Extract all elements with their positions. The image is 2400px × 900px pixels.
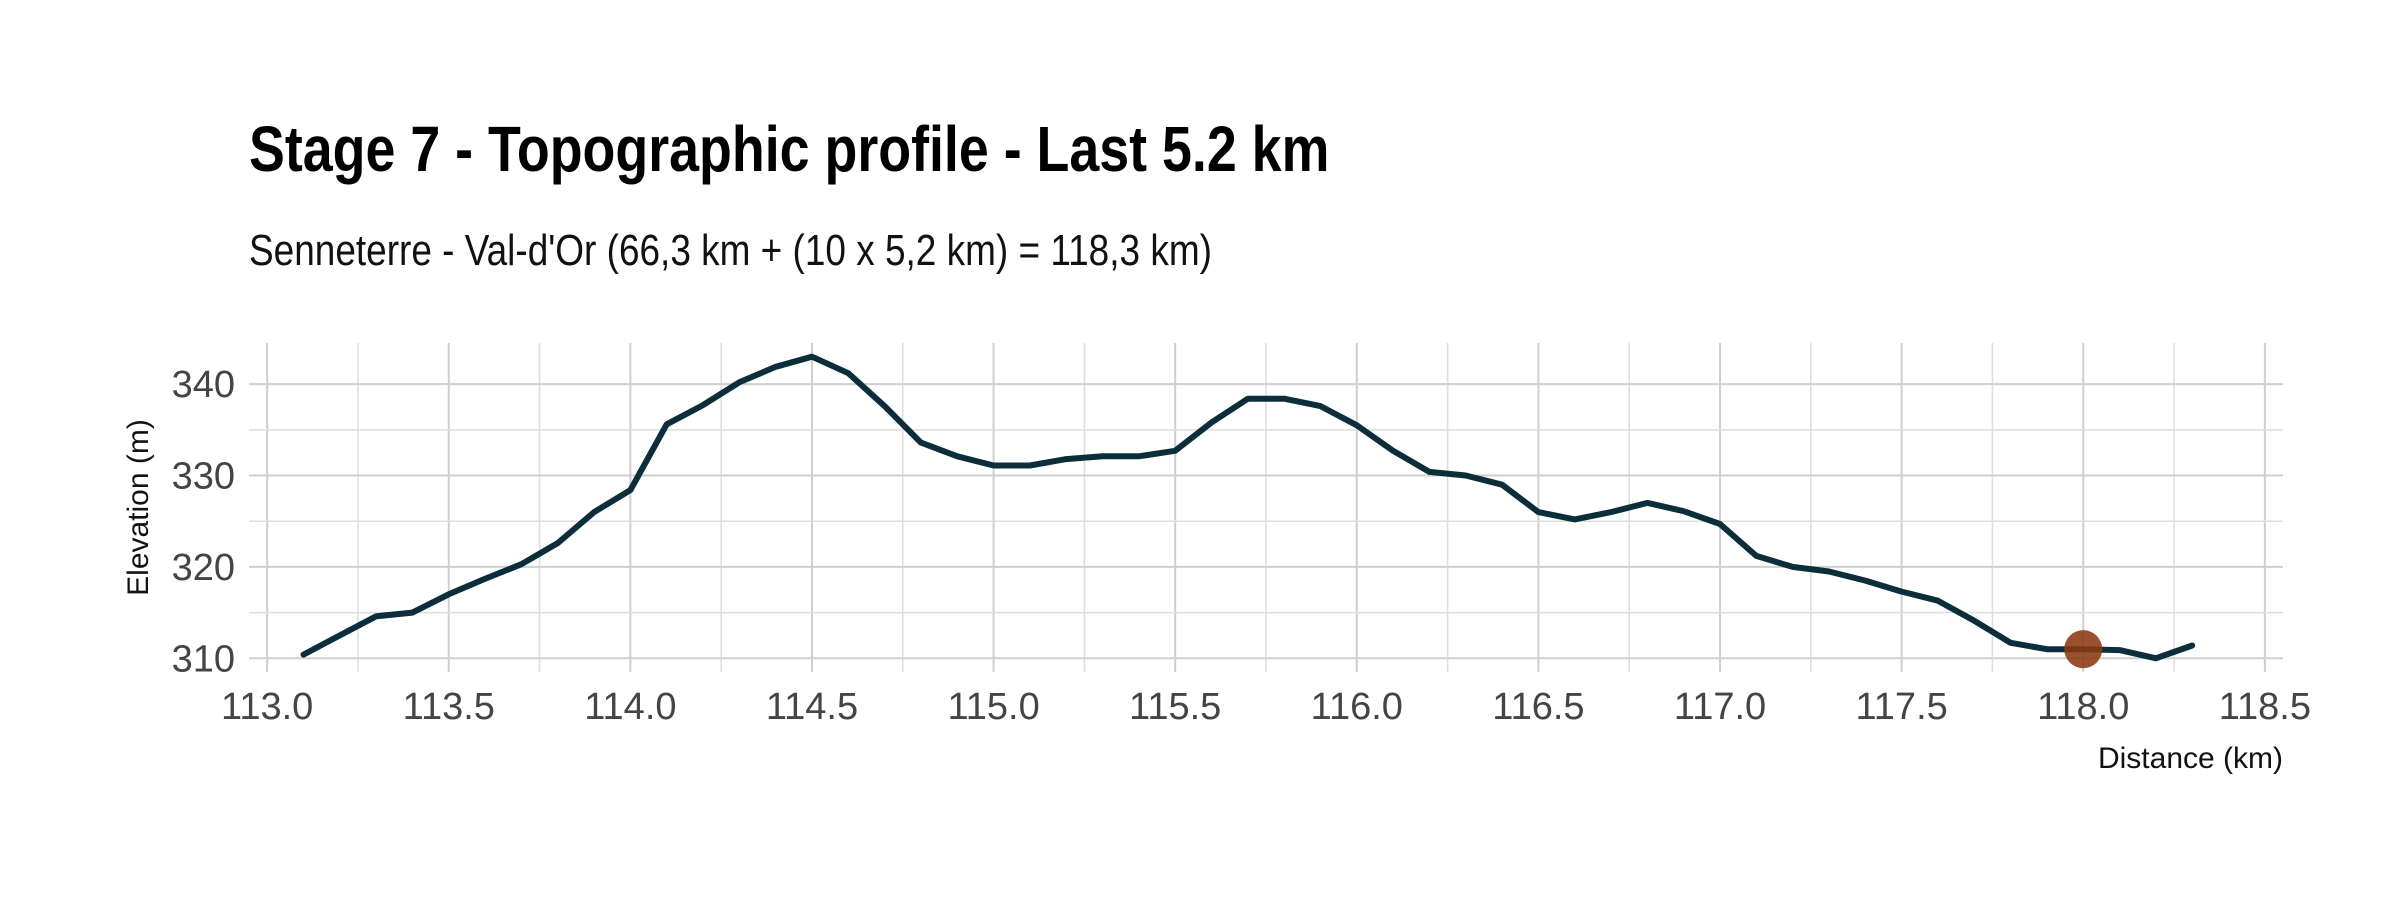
y-tick-label: 340 [172, 364, 235, 406]
x-tick-label: 113.5 [403, 686, 495, 728]
x-tick-label: 114.5 [766, 686, 858, 728]
x-tick-label: 118.5 [2219, 686, 2311, 728]
x-tick-label: 117.0 [1674, 686, 1766, 728]
y-axis-ticks: 310 320 330 340 [172, 364, 235, 680]
x-tick-label: 117.5 [1855, 686, 1947, 728]
x-tick-label: 113.0 [221, 686, 313, 728]
x-tick-label: 116.5 [1492, 686, 1584, 728]
y-tick-label: 310 [172, 638, 235, 680]
y-tick-label: 330 [172, 456, 235, 498]
x-tick-label: 115.5 [1129, 686, 1221, 728]
marker-group [2064, 630, 2103, 669]
chart-title: Stage 7 - Topographic profile - Last 5.2… [249, 113, 1330, 185]
x-tick-label: 118.0 [2037, 686, 2129, 728]
x-tick-label: 116.0 [1311, 686, 1403, 728]
series-group [300, 353, 2196, 662]
grid-lines [249, 343, 2283, 672]
x-axis-label: Distance (km) [2098, 742, 2283, 775]
y-tick-label: 320 [172, 547, 235, 589]
position-marker [2064, 630, 2103, 669]
x-axis-ticks: 113.0 113.5 114.0 114.5 115.0 115.5 116.0 116.5… [221, 686, 2311, 728]
x-tick-label: 114.0 [584, 686, 676, 728]
x-tick-label: 115.0 [947, 686, 1039, 728]
y-axis-label: Elevation (m) [122, 419, 155, 596]
elevation-line [300, 353, 2196, 662]
chart-subtitle: Senneterre - Val-d'Or (66,3 km + (10 x 5… [249, 226, 1212, 275]
